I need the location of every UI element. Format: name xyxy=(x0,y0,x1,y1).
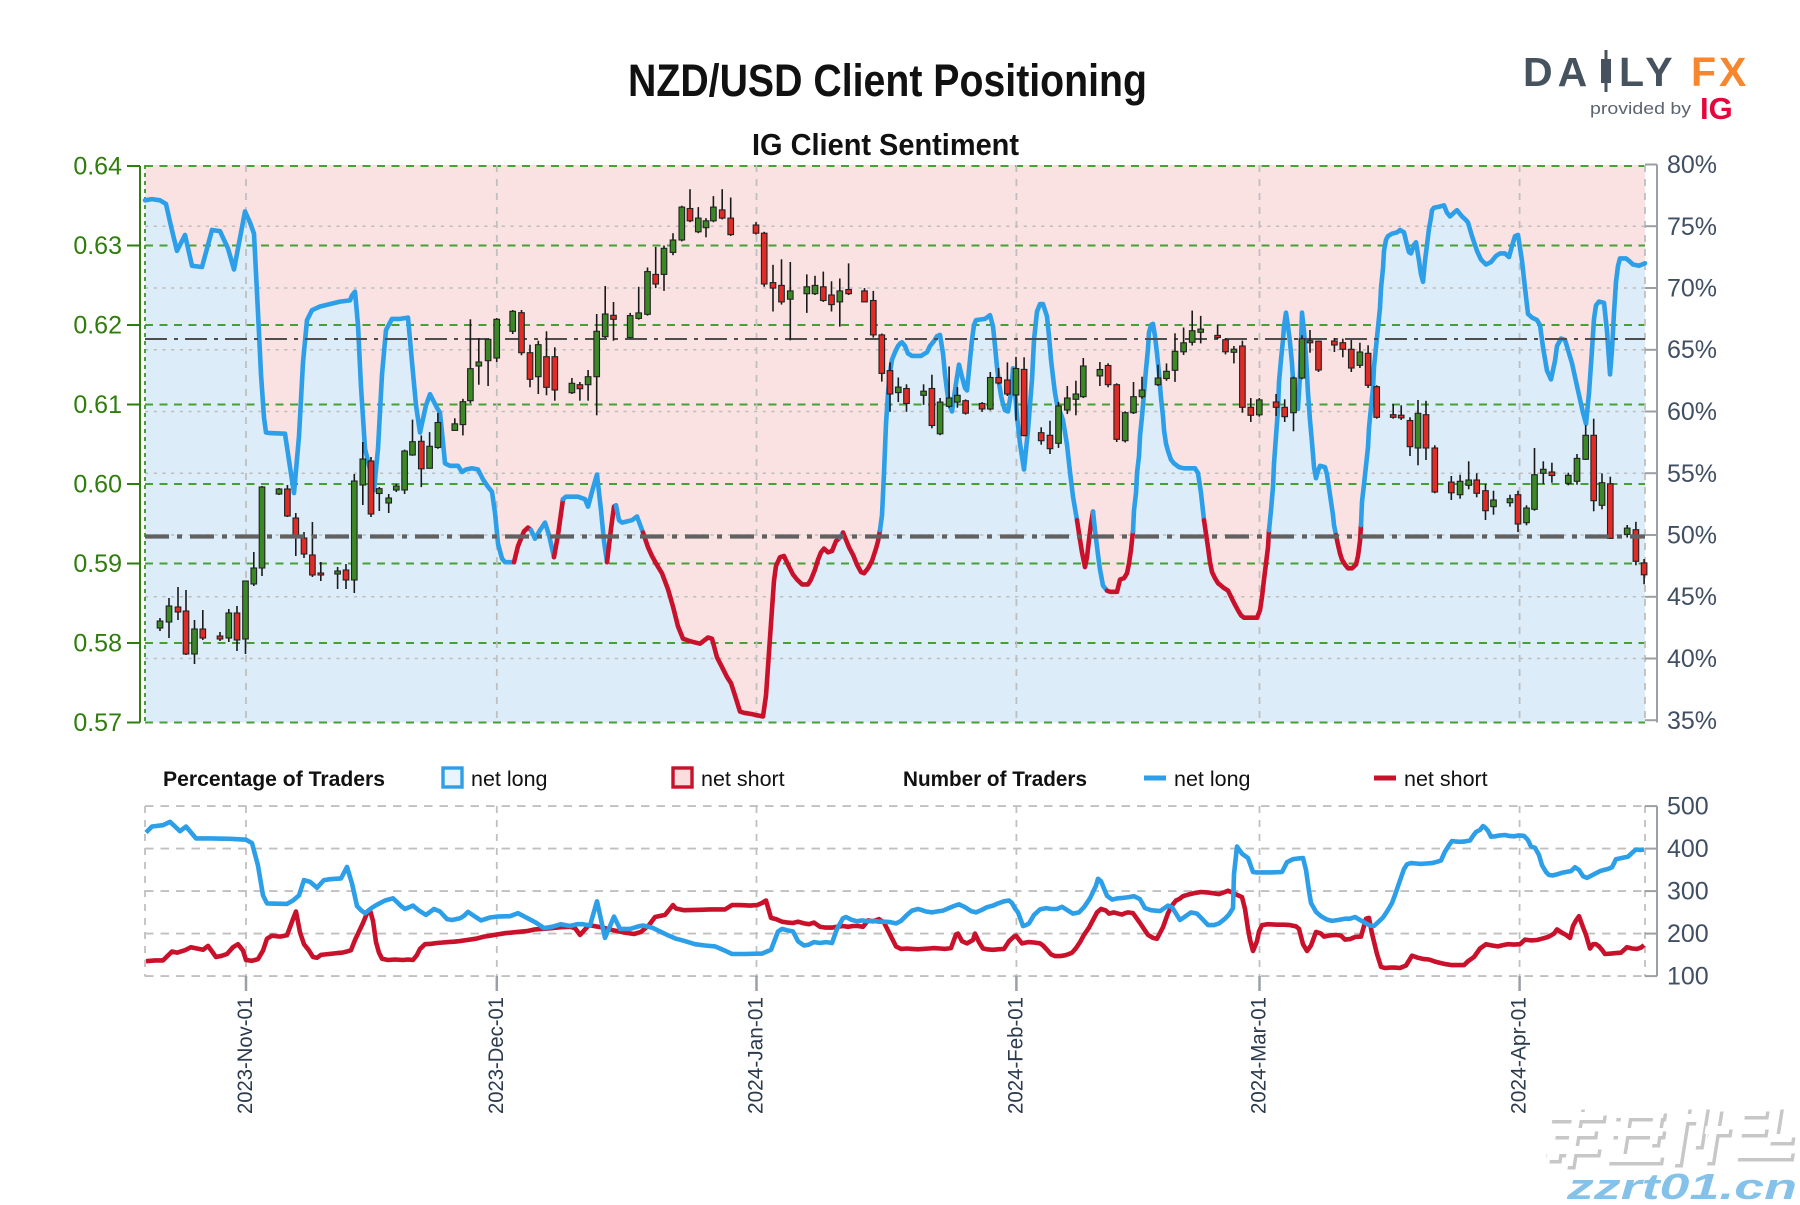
svg-text:2024-Jan-01: 2024-Jan-01 xyxy=(744,997,768,1114)
svg-text:net long: net long xyxy=(1174,767,1251,791)
svg-text:60%: 60% xyxy=(1667,398,1717,426)
svg-text:Number of Traders: Number of Traders xyxy=(903,767,1087,791)
svg-text:500: 500 xyxy=(1667,793,1709,821)
svg-text:provided by: provided by xyxy=(1590,99,1692,118)
svg-text:zzrt01.cn: zzrt01.cn xyxy=(1566,1166,1797,1200)
svg-text:0.60: 0.60 xyxy=(73,471,122,499)
svg-text:2024-Mar-01: 2024-Mar-01 xyxy=(1247,997,1271,1114)
svg-text:net short: net short xyxy=(1404,767,1488,791)
svg-text:net short: net short xyxy=(701,767,785,791)
svg-text:55%: 55% xyxy=(1667,460,1717,488)
svg-text:LY: LY xyxy=(1619,49,1678,95)
svg-text:70%: 70% xyxy=(1667,275,1717,303)
svg-text:2023-Nov-01: 2023-Nov-01 xyxy=(233,997,257,1114)
svg-text:DA: DA xyxy=(1523,49,1592,95)
svg-text:2024-Apr-01: 2024-Apr-01 xyxy=(1507,997,1531,1114)
svg-text:80%: 80% xyxy=(1667,151,1717,179)
svg-text:IG Client Sentiment: IG Client Sentiment xyxy=(752,127,1019,162)
svg-text:Percentage of Traders: Percentage of Traders xyxy=(163,767,385,791)
svg-text:NZD/USD Client Positioning: NZD/USD Client Positioning xyxy=(628,55,1147,106)
svg-text:2024-Feb-01: 2024-Feb-01 xyxy=(1003,997,1027,1114)
svg-text:0.64: 0.64 xyxy=(73,153,122,181)
svg-text:300: 300 xyxy=(1667,878,1709,906)
svg-text:IG: IG xyxy=(1700,91,1733,126)
svg-text:75%: 75% xyxy=(1667,213,1717,241)
svg-text:FX: FX xyxy=(1691,49,1749,95)
svg-text:0.63: 0.63 xyxy=(73,232,122,260)
svg-text:400: 400 xyxy=(1667,835,1709,863)
svg-text:0.62: 0.62 xyxy=(73,312,122,340)
svg-text:50%: 50% xyxy=(1667,522,1717,550)
svg-text:net long: net long xyxy=(471,767,548,791)
svg-text:40%: 40% xyxy=(1667,645,1717,673)
svg-text:0.59: 0.59 xyxy=(73,550,122,578)
svg-text:65%: 65% xyxy=(1667,336,1717,364)
svg-text:0.57: 0.57 xyxy=(73,709,122,737)
svg-text:0.58: 0.58 xyxy=(73,630,122,658)
svg-text:35%: 35% xyxy=(1667,707,1717,735)
svg-text:2023-Dec-01: 2023-Dec-01 xyxy=(484,997,508,1114)
svg-text:0.61: 0.61 xyxy=(73,391,122,419)
svg-text:200: 200 xyxy=(1667,920,1709,948)
svg-text:45%: 45% xyxy=(1667,583,1717,611)
svg-text:100: 100 xyxy=(1667,963,1709,991)
